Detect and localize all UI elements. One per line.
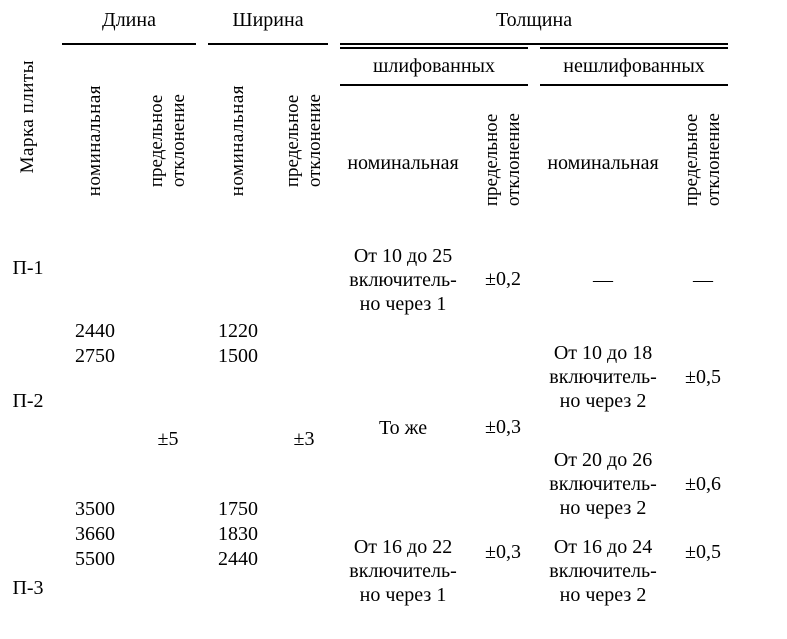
v-dlina-3660: 3660 (75, 523, 115, 546)
cell-r1-neshlif-nom: — (534, 239, 672, 320)
hdr-neshlif-nom: номинальная (534, 86, 672, 240)
v-dlina-2750: 2750 (75, 345, 115, 368)
v-shir-1750: 1750 (218, 498, 258, 521)
cell-r1-tol: ±0,2 (472, 239, 534, 320)
v-shir-1830: 1830 (218, 523, 258, 546)
v-dlina-2440: 2440 (75, 320, 115, 343)
cell-r3-nom: От 16 до 22 включитель-но через 1 (334, 535, 472, 639)
hdr-dlina-tol: предельноеотклонение (134, 47, 202, 239)
hdr-neshlif-label: нешлифованных (563, 55, 705, 77)
hdr-neshlif-tol: предельноеотклонение (672, 86, 734, 240)
cell-p2-blank (0, 433, 56, 573)
v-dlina-5500: 5500 (75, 548, 115, 571)
cell-shir-bot: 1750 1830 2440 (202, 433, 274, 573)
hdr-shir-nom-label: номинальная (227, 85, 249, 196)
v-shir-2440: 2440 (218, 548, 258, 571)
cell-r1-nom: От 10 до 25 включитель-но через 1 (334, 239, 472, 320)
hdr-shirina: Ширина (202, 0, 334, 41)
v-dlina-3500: 3500 (75, 498, 115, 521)
hdr-shir-nom: номинальная (202, 47, 274, 239)
hdr-dlina-tol-label: предельноеотклонение (146, 94, 190, 187)
cell-r2b-nom: От 20 до 26 включитель-но через 2 (534, 433, 672, 535)
page-root: Марка плиты Длина Ширина Толщина номинал… (0, 0, 787, 639)
cell-p2: П-2 (0, 370, 56, 433)
hdr-shlif-tol-label: предельноеотклонение (481, 113, 525, 206)
cell-r2-nom: То же (334, 321, 472, 535)
hdr-shlif-label: шлифованных (373, 55, 495, 77)
cell-dlina-tol: ±5 (134, 239, 202, 639)
cell-r2a-nom: От 10 до 18 включитель-но через 2 (534, 321, 672, 434)
cell-r3-tol: ±0,3 (472, 535, 534, 639)
hdr-shlif-nom: номинальная (334, 86, 472, 240)
hdr-shir-tol: предельноеотклонение (274, 47, 334, 239)
cell-shir-tol: ±3 (274, 239, 334, 639)
cell-r1-neshlif-tol: — (672, 239, 734, 320)
cell-p3: П-3 (0, 573, 56, 639)
cell-dlina-bot: 3500 3660 5500 (56, 433, 134, 573)
hdr-marka-label: Марка плиты (17, 60, 39, 173)
cell-r3b-tol: ±0,5 (672, 535, 734, 639)
cell-dlina-top: 2440 2750 (56, 239, 134, 370)
hdr-shlif-tol: предельноеотклонение (472, 86, 534, 240)
hdr-neshlif-tol-label: предельноеотклонение (681, 113, 725, 206)
cell-r2b-tol: ±0,6 (672, 433, 734, 535)
hdr-dlina: Длина (56, 0, 202, 41)
hdr-neshlif: нешлифованных (534, 47, 734, 85)
hdr-tolshchina: Толщина (334, 0, 734, 41)
cell-r2-tol: ±0,3 (472, 321, 534, 535)
hdr-shir-tol-label: предельноеотклонение (282, 94, 326, 187)
cell-shir-top: 1220 1500 (202, 239, 274, 370)
v-shir-1220: 1220 (218, 320, 258, 343)
spec-table: Марка плиты Длина Ширина Толщина номинал… (0, 0, 787, 639)
v-shir-1500: 1500 (218, 345, 258, 368)
hdr-dlina-nom: номинальная (56, 47, 134, 239)
hdr-dlina-nom-label: номинальная (84, 85, 106, 196)
hdr-shlif: шлифованных (334, 47, 534, 85)
cell-r2a-tol: ±0,5 (672, 321, 734, 434)
cell-r3b-nom: От 16 до 24 включитель-но через 2 (534, 535, 672, 639)
hdr-marka: Марка плиты (0, 0, 56, 239)
cell-p1: П-1 (0, 239, 56, 370)
